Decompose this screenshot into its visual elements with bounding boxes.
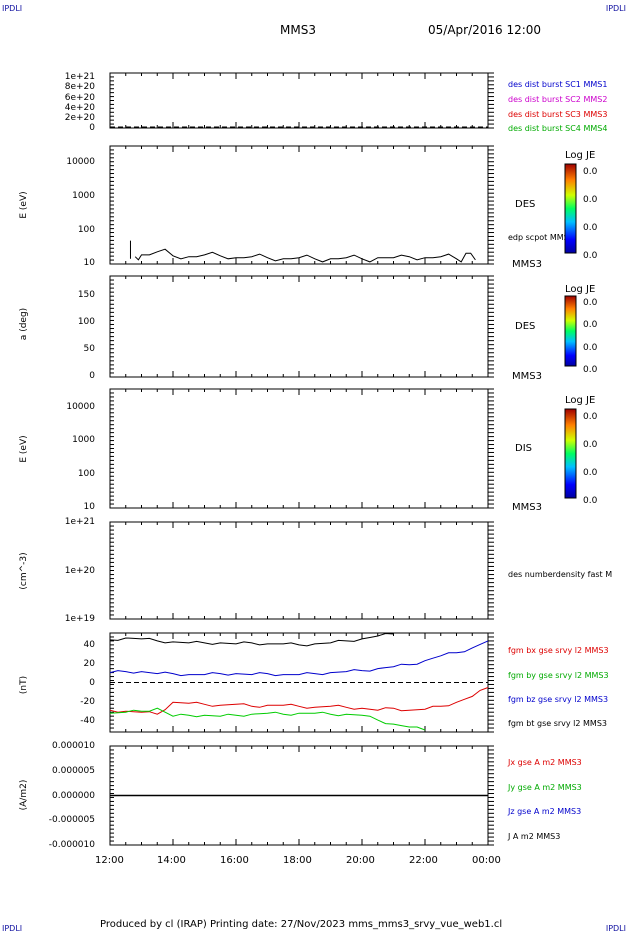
p7-legend-jz: Jz gse A m2 MMS3 bbox=[508, 807, 582, 816]
p6-legend-bz: fgm bz gse srvy l2 MMS3 bbox=[508, 695, 609, 704]
p3-tick-2: 100 bbox=[77, 317, 95, 327]
p7-tick-4: -0.000005 bbox=[48, 815, 95, 825]
p7-legend-j: J A m2 MMS3 bbox=[508, 832, 561, 841]
x-tick-7: 00:00 bbox=[472, 855, 501, 866]
p3-cb-val-2: 0.0 bbox=[583, 320, 598, 330]
p7-tick-1: 0.000010 bbox=[52, 741, 95, 751]
p6-tick-4: -20 bbox=[80, 697, 95, 707]
p6-legend-by: fgm by gse srvy l2 MMS3 bbox=[508, 671, 609, 680]
p2-tick-2: 1000 bbox=[72, 191, 95, 201]
p1-legend-4: des dist burst SC4 MMS4 bbox=[508, 124, 608, 133]
p4-instrument: DIS bbox=[515, 443, 532, 454]
p2-colorbar bbox=[564, 163, 577, 254]
p2-frame bbox=[109, 145, 489, 265]
p5-frame bbox=[109, 521, 489, 620]
p3-cb-val-1: 0.0 bbox=[583, 298, 598, 308]
x-tick-2: 14:00 bbox=[157, 855, 186, 866]
p2-tick-4: 10 bbox=[83, 258, 95, 268]
corner-label-tl: IPDLI bbox=[2, 4, 23, 13]
corner-label-tr: IPDLI bbox=[605, 4, 626, 13]
p6-tick-5: -40 bbox=[80, 716, 95, 726]
p2-colorbar-title: Log JE bbox=[565, 150, 596, 161]
p3-frame bbox=[109, 275, 489, 378]
p5-tick-3: 1e+19 bbox=[64, 614, 95, 624]
p4-cb-val-4: 0.0 bbox=[583, 496, 598, 506]
p5-legend: des numberdensity fast M bbox=[508, 570, 613, 579]
corner-label-br: IPDLI bbox=[605, 924, 626, 933]
p1-tick-1: 1e+21 bbox=[64, 72, 95, 82]
p6-tick-1: 40 bbox=[83, 640, 95, 650]
p4-tick-3: 100 bbox=[77, 469, 95, 479]
x-tick-3: 16:00 bbox=[220, 855, 249, 866]
p1-tick-4: 4e+20 bbox=[64, 103, 95, 113]
p3-instrument: DES bbox=[515, 321, 536, 332]
p3-cb-val-3: 0.0 bbox=[583, 343, 598, 353]
p2-instrument: DES bbox=[515, 199, 536, 210]
p3-tick-1: 150 bbox=[77, 290, 95, 300]
p6-legend-bx: fgm bx gse srvy l2 MMS3 bbox=[508, 646, 609, 655]
x-tick-6: 22:00 bbox=[409, 855, 438, 866]
p4-cb-val-1: 0.0 bbox=[583, 412, 598, 422]
p6-legend-bt: fgm bt gse srvy l2 MMS3 bbox=[508, 719, 607, 728]
p1-frame bbox=[109, 72, 489, 129]
p4-tick-4: 10 bbox=[83, 502, 95, 512]
p7-tick-5: -0.000010 bbox=[48, 840, 95, 850]
p1-tick-3: 6e+20 bbox=[64, 93, 95, 103]
p4-cb-val-3: 0.0 bbox=[583, 468, 598, 478]
p2-tick-1: 10000 bbox=[66, 157, 95, 167]
p1-legend-1: des dist burst SC1 MMS1 bbox=[508, 80, 608, 89]
p4-spacecraft: MMS3 bbox=[512, 502, 542, 513]
p6-bz-line bbox=[109, 640, 489, 677]
p2-spacecraft: MMS3 bbox=[512, 259, 542, 270]
p6-by-line bbox=[109, 707, 426, 731]
p7-legend-jy: Jy gse A m2 MMS3 bbox=[508, 783, 582, 792]
p7-tick-2: 0.000005 bbox=[52, 766, 95, 776]
p3-colorbar bbox=[564, 295, 577, 367]
p7-legend-jx: Jx gse A m2 MMS3 bbox=[508, 758, 582, 767]
p2-note: edp scpot MMS3 bbox=[508, 233, 574, 242]
p1-tick-2: 8e+20 bbox=[64, 82, 95, 92]
date-title: 05/Apr/2016 12:00 bbox=[428, 23, 542, 37]
p3-tick-3: 50 bbox=[83, 344, 95, 354]
p5-tick-2: 1e+20 bbox=[64, 566, 95, 576]
p7-tick-3: 0.000000 bbox=[52, 791, 95, 801]
p6-bx-line bbox=[109, 687, 489, 715]
p2-cb-val-2: 0.0 bbox=[583, 195, 598, 205]
p6-tick-2: 20 bbox=[83, 659, 95, 669]
p6-tick-3: 0 bbox=[89, 678, 95, 688]
p4-frame bbox=[109, 388, 489, 509]
p2-cb-val-3: 0.0 bbox=[583, 223, 598, 233]
footer-text: Produced by cl (IRAP) Printing date: 27/… bbox=[100, 919, 503, 930]
p2-cb-val-1: 0.0 bbox=[583, 167, 598, 177]
p4-cb-val-2: 0.0 bbox=[583, 440, 598, 450]
p6-bt-line bbox=[109, 632, 394, 647]
corner-label-bl: IPDLI bbox=[2, 924, 23, 933]
p2-tick-3: 100 bbox=[77, 225, 95, 235]
x-tick-5: 20:00 bbox=[346, 855, 375, 866]
p3-cb-val-4: 0.0 bbox=[583, 365, 598, 375]
p4-tick-1: 10000 bbox=[66, 402, 95, 412]
p2-scpot-line bbox=[134, 248, 476, 263]
p1-legend-3: des dist burst SC3 MMS3 bbox=[508, 110, 608, 119]
p1-tick-6: 0 bbox=[89, 123, 95, 133]
p3-tick-4: 0 bbox=[89, 371, 95, 381]
x-tick-1: 12:00 bbox=[95, 855, 124, 866]
x-tick-4: 18:00 bbox=[283, 855, 312, 866]
p3-spacecraft: MMS3 bbox=[512, 371, 542, 382]
spacecraft-title: MMS3 bbox=[280, 23, 316, 37]
p4-colorbar bbox=[564, 408, 577, 499]
p4-colorbar-title: Log JE bbox=[565, 395, 596, 406]
p5-tick-1: 1e+21 bbox=[64, 517, 95, 527]
p4-tick-2: 1000 bbox=[72, 435, 95, 445]
p1-tick-5: 2e+20 bbox=[64, 113, 95, 123]
p3-colorbar-title: Log JE bbox=[565, 284, 596, 295]
p1-legend-2: des dist burst SC2 MMS2 bbox=[508, 95, 608, 104]
p2-cb-val-4: 0.0 bbox=[583, 251, 598, 261]
